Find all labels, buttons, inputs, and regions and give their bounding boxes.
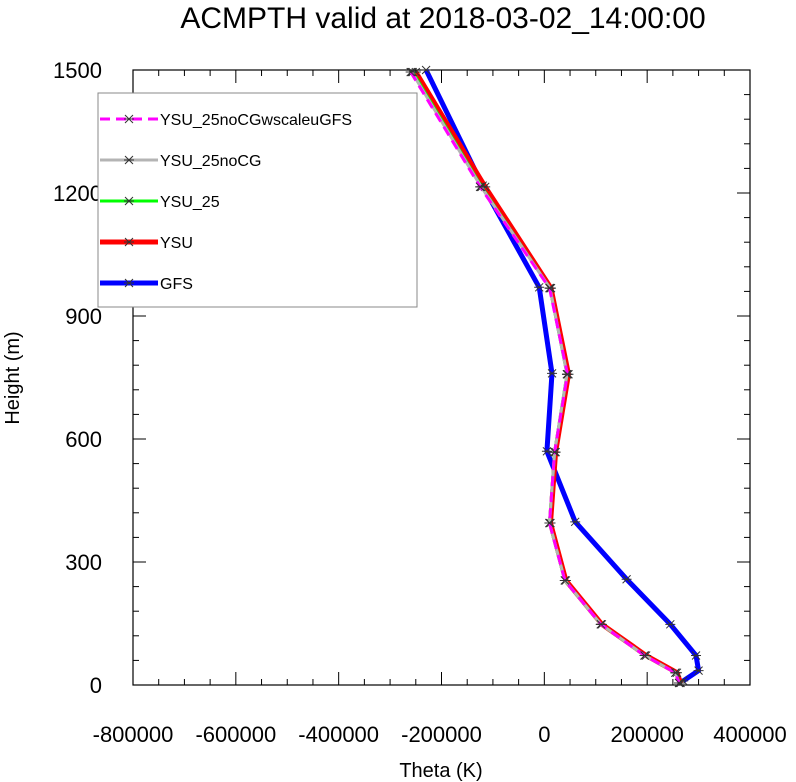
- legend-label: YSU: [160, 235, 193, 252]
- series-point-YSU_25noCGwscaleuGFS: [544, 518, 555, 528]
- series-point-YSU_25noCGwscaleuGFS: [549, 447, 560, 457]
- series-point-YSU_25noCGwscaleuGFS: [562, 369, 573, 379]
- y-tick-label: 1200: [53, 181, 102, 206]
- legend-label: YSU_25noCG: [160, 153, 261, 170]
- series-point-GFS: [421, 65, 432, 75]
- y-tick-label: 900: [65, 304, 102, 329]
- series-point-YSU_25noCGwscaleuGFS: [595, 619, 606, 629]
- legend-marker: [124, 278, 134, 288]
- series-point-YSU_25noCGwscaleuGFS: [674, 678, 685, 688]
- series-point-YSU_25noCGwscaleuGFS: [544, 283, 555, 293]
- series-point-GFS: [570, 517, 581, 527]
- series-point-YSU_25noCGwscaleuGFS: [639, 651, 650, 660]
- series-layer: [405, 65, 704, 688]
- series-point-GFS: [534, 282, 545, 292]
- y-tick-label: 300: [65, 550, 102, 575]
- y-tick-label: 600: [65, 427, 102, 452]
- x-tick-label: 0: [538, 722, 550, 747]
- series-point-GFS: [693, 666, 704, 676]
- x-axis-label: Theta (K): [399, 760, 482, 782]
- x-tick-label: -600000: [195, 722, 276, 747]
- legend: YSU_25noCGwscaleuGFS YSU_25noCG YSU_25 YSU G…: [97, 92, 418, 308]
- series-line-YSU_25noCGwscaleuGFS: [409, 71, 681, 684]
- series-point-YSU_25noCGwscaleuGFS: [559, 576, 570, 585]
- x-tick-label: 200000: [610, 722, 683, 747]
- legend-marker: [124, 155, 134, 165]
- series-point-GFS: [541, 446, 552, 456]
- series-point-GFS: [621, 574, 632, 584]
- series-point-YSU_25noCGwscaleuGFS: [670, 668, 681, 678]
- y-tick-label: 0: [90, 673, 102, 698]
- series-point-YSU_25noCGwscaleuGFS: [475, 182, 486, 192]
- series-point-YSU_25noCGwscaleuGFS: [405, 67, 416, 77]
- legend-marker: [124, 196, 134, 206]
- legend-marker: [124, 237, 134, 247]
- legend-label: YSU_25noCGwscaleuGFS: [160, 112, 352, 129]
- x-tick-label: -800000: [93, 722, 174, 747]
- legend-label: GFS: [160, 276, 193, 293]
- x-tick-label: -200000: [401, 722, 482, 747]
- y-axis-label: Height (m): [2, 331, 24, 424]
- legend-items: YSU_25noCGwscaleuGFS YSU_25noCG YSU_25 YSU G…: [100, 112, 352, 293]
- series-point-GFS: [547, 369, 558, 378]
- legend-label: YSU_25: [160, 194, 220, 211]
- x-tick-label: -400000: [298, 722, 379, 747]
- chart-title: ACMPTH valid at 2018-03-02_14:00:00: [180, 2, 705, 35]
- x-tick-label: 400000: [713, 722, 786, 747]
- legend-marker: [124, 114, 134, 124]
- series-point-GFS: [665, 619, 676, 629]
- series-point-GFS: [691, 651, 702, 660]
- y-tick-label: 1500: [53, 58, 102, 83]
